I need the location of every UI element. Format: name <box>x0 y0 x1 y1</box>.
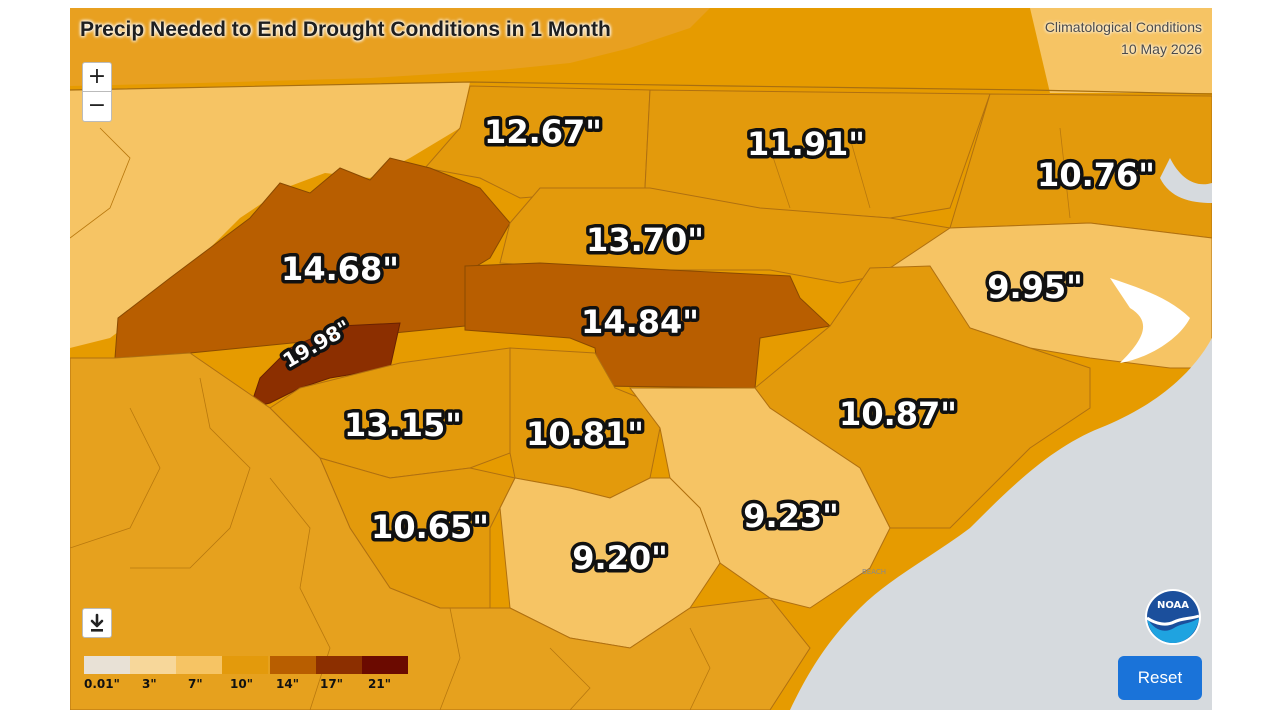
county-lines <box>70 127 1071 710</box>
region-value-label: 10.76" <box>1037 156 1155 194</box>
sound-east <box>1110 278 1190 363</box>
region-value-label: 10.65" <box>371 508 489 546</box>
map-canvas[interactable]: BEACH 12.67" 11.91" 10.76" 13.70" 14.68"… <box>70 8 1212 710</box>
region-value-label: 10.87" <box>839 395 957 433</box>
legend-tick-label: 7" <box>188 677 203 691</box>
zoom-out-button[interactable]: − <box>82 92 112 122</box>
region-value-label: 9.20" <box>572 539 668 577</box>
legend-tick-label: 14" <box>276 677 299 691</box>
legend-swatch <box>176 656 222 674</box>
legend-tick-label: 0.01" <box>84 677 120 691</box>
region-value-label: 10.81" <box>526 415 644 453</box>
map-title: Precip Needed to End Drought Conditions … <box>80 18 611 41</box>
region-south <box>70 352 811 710</box>
region-14-68 <box>114 157 511 359</box>
download-icon <box>90 613 104 632</box>
reset-button[interactable]: Reset <box>1118 656 1202 700</box>
logo-text: NOAA <box>1157 600 1189 611</box>
map-date: 10 May 2026 <box>1121 41 1202 57</box>
region-value-label: 9.23" <box>743 497 839 535</box>
region-14-84 <box>464 262 832 389</box>
legend-swatch <box>222 656 268 674</box>
ocean <box>790 338 1212 710</box>
state-border-north <box>70 81 1212 95</box>
bay-north <box>1160 158 1212 203</box>
legend-tick-label: 17" <box>320 677 343 691</box>
place-label: BEACH <box>862 568 886 576</box>
map-viewport[interactable]: BEACH 12.67" 11.91" 10.76" 13.70" 14.68"… <box>70 8 1212 710</box>
layer-info: Climatological Conditions 10 May 2026 <box>1045 16 1202 60</box>
region-northeast-corner <box>1030 8 1212 93</box>
zoom-in-button[interactable]: + <box>82 62 112 92</box>
legend-swatch <box>362 656 408 674</box>
legend-tick-label: 21" <box>368 677 391 691</box>
noaa-logo: NOAA <box>1145 589 1201 645</box>
layer-name: Climatological Conditions <box>1044 19 1202 35</box>
region-value-label: 12.67" <box>484 113 602 151</box>
region-value-label: 14.68" <box>281 250 399 288</box>
region-value-label: 11.91" <box>747 125 865 163</box>
download-button[interactable] <box>82 608 112 638</box>
legend-swatch <box>84 656 130 674</box>
region-value-label: 13.70" <box>586 221 704 259</box>
region-value-label: 14.84" <box>581 303 699 341</box>
region-value-label: 9.95" <box>987 268 1083 306</box>
legend-swatch <box>130 656 176 674</box>
legend-swatch <box>316 656 362 674</box>
region-far-north <box>70 8 710 86</box>
region-value-label: 13.15" <box>344 406 462 444</box>
legend-swatch <box>270 656 316 674</box>
legend-tick-label: 3" <box>142 677 157 691</box>
legend-tick-label: 10" <box>230 677 253 691</box>
